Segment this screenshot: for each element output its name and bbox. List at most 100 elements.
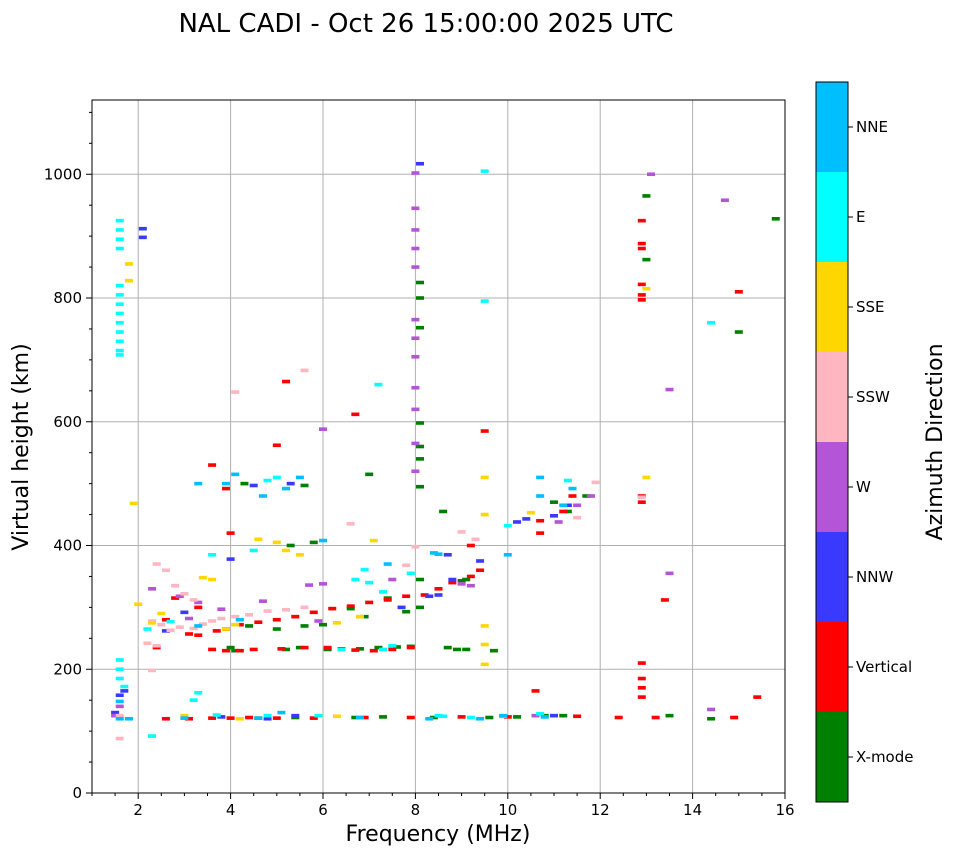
echo-point — [217, 616, 226, 621]
echo-point — [388, 647, 397, 652]
echo-point — [124, 278, 133, 283]
echo-point — [282, 548, 291, 553]
echo-point — [416, 444, 425, 449]
echo-point — [249, 548, 258, 553]
echo-point — [411, 265, 420, 269]
echo-point — [355, 715, 364, 720]
echo-point — [148, 619, 157, 623]
echo-point — [300, 368, 309, 373]
y-tick-label: 600 — [53, 413, 82, 431]
plot-area — [92, 100, 785, 793]
echo-point — [226, 716, 235, 720]
echo-point — [226, 557, 235, 561]
x-tick-label: 10 — [498, 801, 517, 819]
echo-point — [369, 538, 378, 543]
echo-point — [208, 647, 217, 652]
echo-point — [434, 593, 443, 597]
echo-point — [489, 648, 498, 653]
x-tick-label: 8 — [411, 801, 421, 819]
echo-point — [115, 246, 124, 251]
echo-point — [559, 713, 568, 718]
echo-point — [346, 604, 355, 608]
echo-point — [111, 713, 120, 718]
echo-point — [115, 704, 124, 709]
echo-point — [115, 348, 124, 353]
echo-point — [637, 661, 646, 665]
echo-point — [212, 713, 221, 717]
echo-point — [300, 605, 309, 610]
echo-point — [254, 620, 263, 625]
echo-point — [416, 457, 425, 461]
colorbar-segment — [816, 532, 848, 622]
echo-point — [416, 280, 425, 285]
echo-point — [346, 522, 355, 526]
y-tick-label: 1000 — [44, 165, 82, 183]
echo-point — [637, 218, 646, 223]
echo-point — [554, 520, 563, 524]
echo-point — [513, 520, 522, 524]
echo-point — [291, 614, 300, 619]
echo-point — [221, 648, 230, 653]
echo-point — [586, 494, 595, 498]
echo-point — [416, 605, 425, 610]
echo-point — [416, 296, 425, 300]
echo-point — [138, 226, 147, 231]
echo-point — [208, 619, 217, 623]
echo-point — [416, 325, 425, 330]
echo-point — [392, 645, 401, 649]
echo-point — [138, 235, 147, 240]
echo-point — [480, 624, 489, 628]
echo-point — [337, 647, 346, 652]
echo-point — [231, 390, 240, 394]
y-tick-label: 400 — [53, 537, 82, 555]
echo-point — [272, 627, 281, 631]
echo-point — [263, 713, 272, 718]
echo-point — [425, 594, 434, 599]
colorbar-category-label: X-mode — [856, 748, 913, 766]
echo-point — [245, 715, 254, 720]
echo-point — [499, 713, 508, 718]
echo-point — [485, 715, 494, 720]
grid-lines — [92, 100, 786, 794]
echo-point — [231, 614, 240, 619]
y-tick-label: 800 — [53, 289, 82, 307]
echo-point — [411, 407, 420, 412]
echo-point — [258, 599, 267, 603]
echo-point — [305, 583, 314, 587]
echo-point — [249, 483, 258, 488]
colorbar-category-label: W — [856, 478, 871, 496]
echo-point — [282, 379, 291, 384]
echo-point — [300, 483, 309, 488]
y-tick-label: 200 — [53, 660, 82, 678]
x-tick-label: 6 — [318, 801, 328, 819]
echo-point — [180, 713, 189, 718]
echo-point — [226, 645, 235, 650]
echo-point — [115, 283, 124, 288]
echo-point — [637, 293, 646, 297]
echo-point — [152, 562, 161, 566]
echo-point — [642, 194, 651, 198]
echo-point — [245, 624, 254, 628]
echo-point — [642, 257, 651, 262]
echo-point — [452, 647, 461, 652]
echo-point — [166, 628, 175, 633]
echo-point — [513, 715, 522, 719]
echo-point — [115, 228, 124, 232]
echo-point — [563, 509, 572, 514]
echo-point — [166, 619, 175, 624]
echo-point — [434, 587, 443, 591]
echo-point — [115, 218, 124, 223]
echo-point — [503, 715, 512, 719]
echo-point — [637, 686, 646, 690]
echo-point — [240, 481, 249, 486]
echo-point — [383, 596, 392, 600]
echo-point — [272, 475, 281, 480]
echo-point — [522, 517, 531, 521]
echo-point — [480, 169, 489, 173]
x-axis-label: Frequency (MHz) — [346, 822, 531, 847]
echo-point — [263, 609, 272, 613]
echo-point — [148, 621, 157, 625]
echo-point — [383, 598, 392, 602]
echo-point — [443, 552, 452, 557]
